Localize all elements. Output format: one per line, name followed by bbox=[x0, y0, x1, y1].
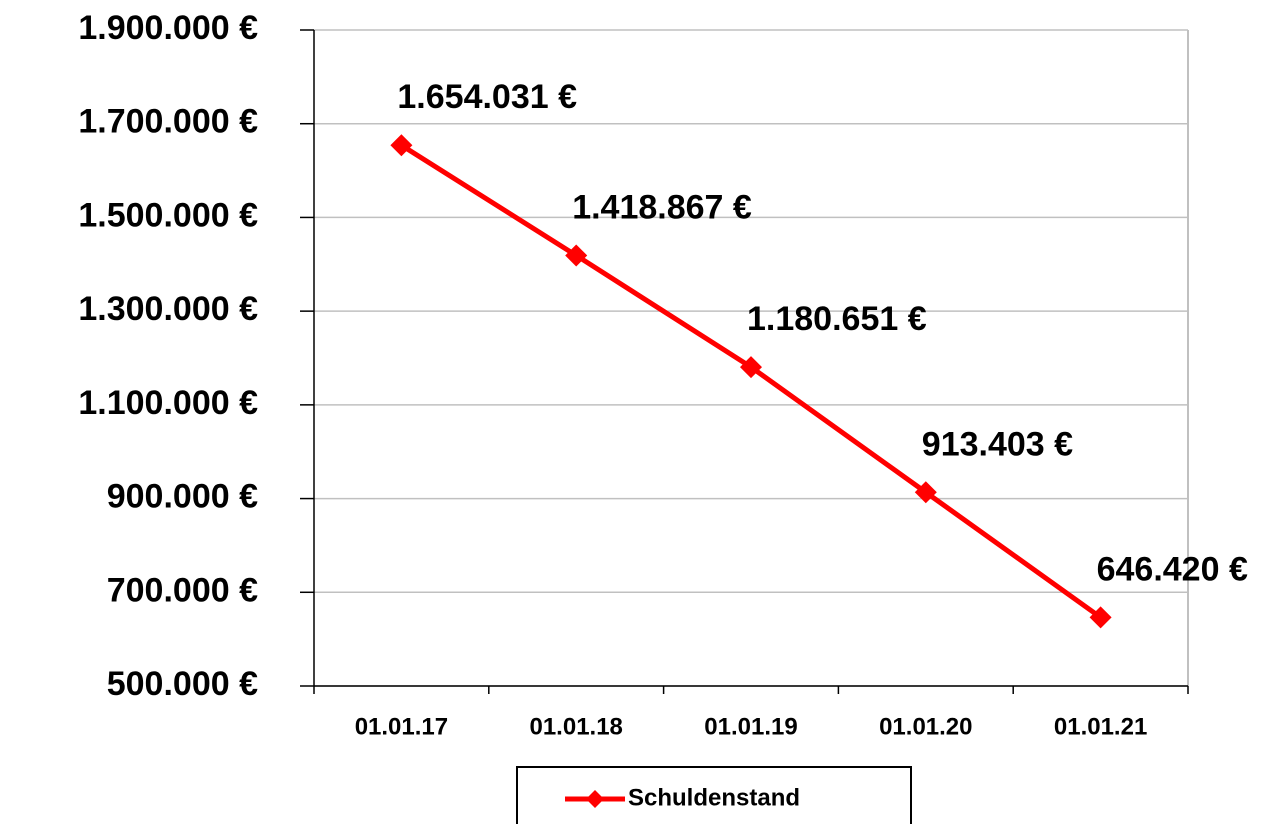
legend-box bbox=[516, 766, 912, 824]
data-label: 1.418.867 € bbox=[572, 188, 752, 226]
marker bbox=[740, 356, 762, 379]
y-tick-label: 1.900.000 € bbox=[78, 9, 258, 47]
y-tick-label: 900.000 € bbox=[107, 478, 258, 516]
marker bbox=[390, 134, 413, 157]
data-label: 1.654.031 € bbox=[397, 78, 577, 116]
y-tick-label: 1.500.000 € bbox=[78, 196, 258, 234]
y-tick-label: 500.000 € bbox=[107, 665, 258, 703]
y-tick-label: 700.000 € bbox=[107, 571, 258, 609]
marker bbox=[565, 244, 588, 267]
marker bbox=[1089, 606, 1112, 629]
x-tick-label: 01.01.21 bbox=[1054, 713, 1147, 740]
x-tick-label: 01.01.20 bbox=[879, 713, 972, 740]
y-tick-label: 1.100.000 € bbox=[78, 384, 258, 422]
x-tick-label: 01.01.18 bbox=[529, 713, 622, 740]
data-label: 913.403 € bbox=[922, 425, 1073, 463]
y-tick-label: 1.300.000 € bbox=[78, 290, 258, 328]
marker bbox=[914, 481, 937, 504]
data-label: 646.420 € bbox=[1097, 550, 1248, 588]
legend-marker bbox=[586, 790, 604, 808]
legend-label: Schuldenstand bbox=[628, 784, 800, 811]
x-tick-label: 01.01.17 bbox=[355, 713, 448, 740]
y-tick-label: 1.700.000 € bbox=[78, 103, 258, 141]
data-label: 1.180.651 € bbox=[747, 300, 927, 338]
x-tick-label: 01.01.19 bbox=[704, 713, 797, 740]
